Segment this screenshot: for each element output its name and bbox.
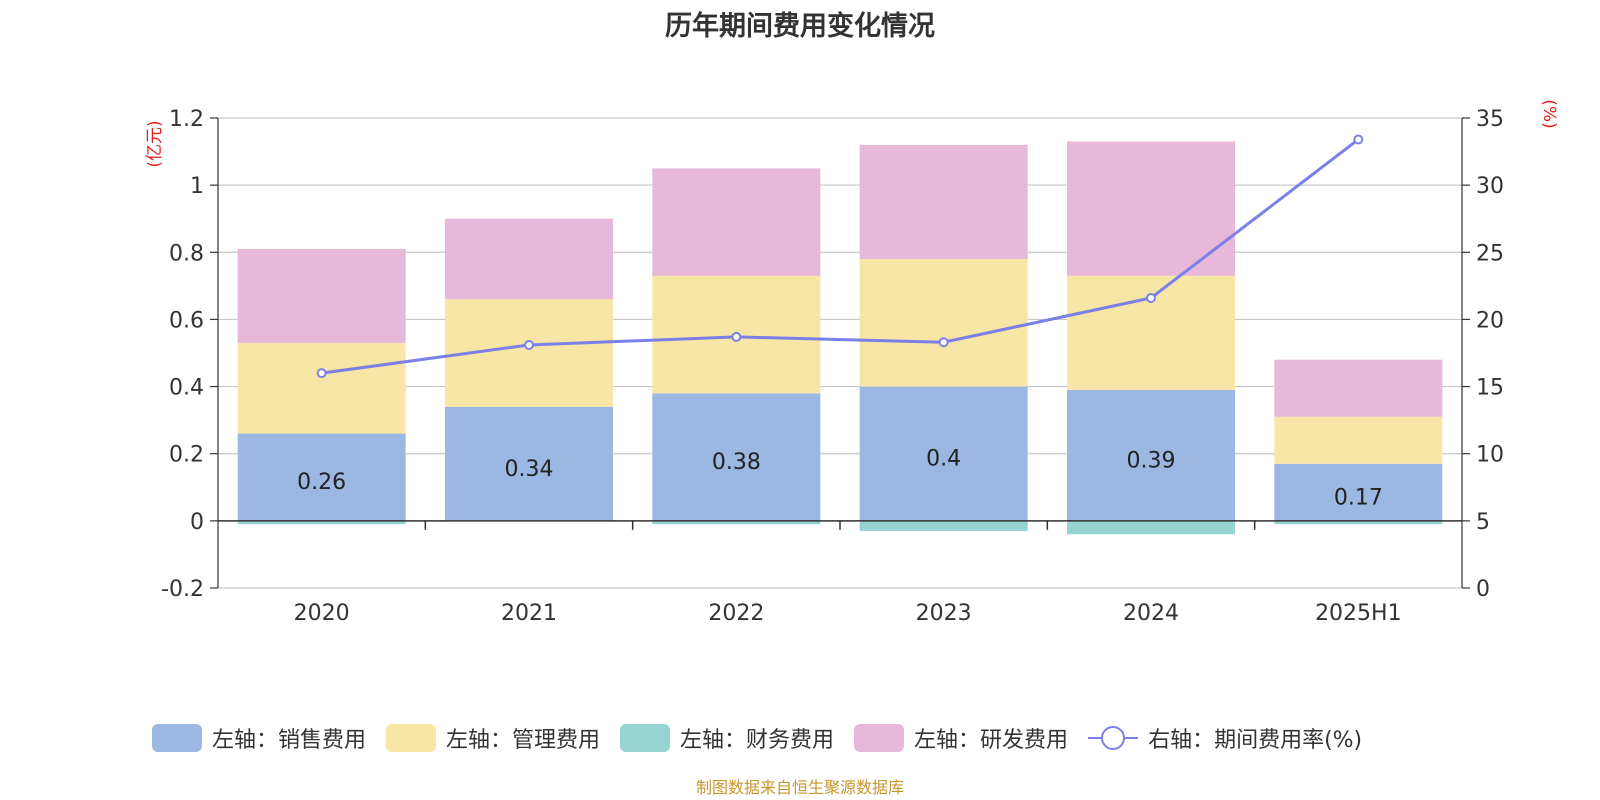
category-label: 2022 — [708, 601, 764, 626]
bar-segment — [237, 520, 406, 525]
category-label: 2024 — [1123, 601, 1179, 626]
left-axis-tick-label: 0.4 — [169, 376, 204, 401]
legend-item-admin[interactable]: 左轴：管理费用 — [386, 722, 600, 754]
bar-segment — [652, 168, 821, 276]
right-axis-tick-label: 20 — [1476, 308, 1504, 333]
bar-segment — [1274, 520, 1443, 525]
left-axis-tick-label: 1 — [190, 174, 204, 199]
chart-canvas: -0.2 0 0.2 0.4 0.6 0.8 1 1.2 0 5 10 15 20 25 30 35 2020 2… — [145, 99, 1559, 626]
legend-item-sales[interactable]: 左轴：销售费用 — [152, 722, 366, 754]
right-axis-unit: (%) — [1539, 99, 1559, 128]
bar-data-label: 0.34 — [505, 457, 554, 482]
legend-label-sales: 左轴：销售费用 — [212, 728, 367, 753]
legend-item-rate[interactable]: 右轴：期间费用率(%) — [1088, 722, 1362, 754]
bar-data-label: 0.26 — [297, 470, 346, 495]
rate-line-path — [321, 138, 1360, 375]
right-axis-tick-label: 25 — [1476, 241, 1504, 266]
grid-lines — [218, 117, 1462, 589]
legend-swatch-sales — [152, 724, 202, 752]
left-axis-tick-label: -0.2 — [161, 577, 204, 602]
bar-segment — [237, 433, 406, 521]
left-axis-tick-label: 0.2 — [169, 443, 204, 468]
rate-point — [938, 337, 949, 348]
left-axis-tick-label: 0.6 — [169, 308, 204, 333]
legend-item-rnd[interactable]: 左轴：研发费用 — [854, 722, 1068, 754]
legend-item-finance[interactable]: 左轴：财务费用 — [620, 722, 834, 754]
source-note: 制图数据来自恒生聚源数据库 — [695, 778, 904, 797]
bar-segment — [445, 406, 613, 521]
bar-segment — [237, 248, 406, 343]
right-axis-tick-label: 30 — [1476, 174, 1504, 199]
legend: 左轴：销售费用 左轴：管理费用 左轴：财务费用 左轴：研发费用 右轴：期间费用率… — [152, 722, 1382, 754]
bar-segment — [652, 520, 821, 525]
category-label: 2023 — [916, 601, 972, 626]
category-label: 2020 — [294, 601, 350, 626]
right-axis-tick-label: 5 — [1476, 510, 1490, 535]
bar-segment — [859, 520, 1028, 531]
left-axis-tick-label: 0 — [190, 510, 204, 535]
bar-data-label: 0.4 — [926, 447, 961, 472]
bar-data-label: 0.39 — [1127, 448, 1176, 473]
bar-segment — [445, 218, 613, 300]
rate-point — [731, 331, 742, 342]
bar-segment — [1067, 141, 1235, 276]
data-labels: 0.26 0.34 0.38 0.4 0.39 0.17 — [297, 447, 1383, 511]
bar-segment — [1274, 359, 1443, 417]
left-axis-unit: (亿元) — [145, 120, 165, 167]
bar-segment — [1067, 520, 1235, 535]
bar-segment — [652, 393, 821, 521]
category-label: 2025H1 — [1315, 601, 1402, 626]
legend-label-rate: 右轴：期间费用率(%) — [1148, 728, 1363, 753]
legend-swatch-finance — [620, 724, 671, 752]
bar-segment — [1274, 463, 1443, 521]
legend-label-rnd: 左轴：研发费用 — [914, 728, 1069, 753]
legend-swatch-admin — [386, 724, 437, 752]
rate-point — [316, 368, 327, 379]
bars — [237, 141, 1443, 535]
left-axis-tick-label: 1.2 — [169, 107, 204, 132]
rate-point — [1353, 134, 1364, 145]
chart-title: 历年期间费用变化情况 — [665, 11, 935, 42]
bar-data-label: 0.17 — [1334, 485, 1383, 510]
legend-label-admin: 左轴：管理费用 — [446, 728, 601, 753]
bar-data-label: 0.38 — [712, 450, 761, 475]
bar-segment — [859, 259, 1028, 387]
right-axis-tick-label: 10 — [1476, 443, 1504, 468]
right-axis-tick-label: 35 — [1476, 107, 1504, 132]
bar-segment — [1067, 389, 1235, 521]
right-axis-tick-label: 0 — [1476, 577, 1490, 602]
legend-swatch-rnd — [854, 724, 905, 752]
bar-segment — [237, 342, 406, 434]
left-axis-tick-label: 0.8 — [169, 241, 204, 266]
bar-segment — [859, 386, 1028, 521]
rate-point — [1146, 292, 1156, 303]
axes: -0.2 0 0.2 0.4 0.6 0.8 1 1.2 0 5 10 15 20 25 30 35 2020 2… — [145, 99, 1559, 626]
expense-rate-line — [316, 134, 1364, 379]
rate-point — [524, 339, 534, 350]
legend-label-finance: 左轴：财务费用 — [680, 728, 835, 753]
right-axis-tick-label: 15 — [1476, 376, 1504, 401]
bar-segment — [1067, 275, 1235, 390]
bar-segment — [859, 144, 1028, 259]
category-label: 2021 — [501, 601, 557, 626]
legend-swatch-rate — [1088, 724, 1139, 752]
bar-segment — [1274, 416, 1443, 464]
